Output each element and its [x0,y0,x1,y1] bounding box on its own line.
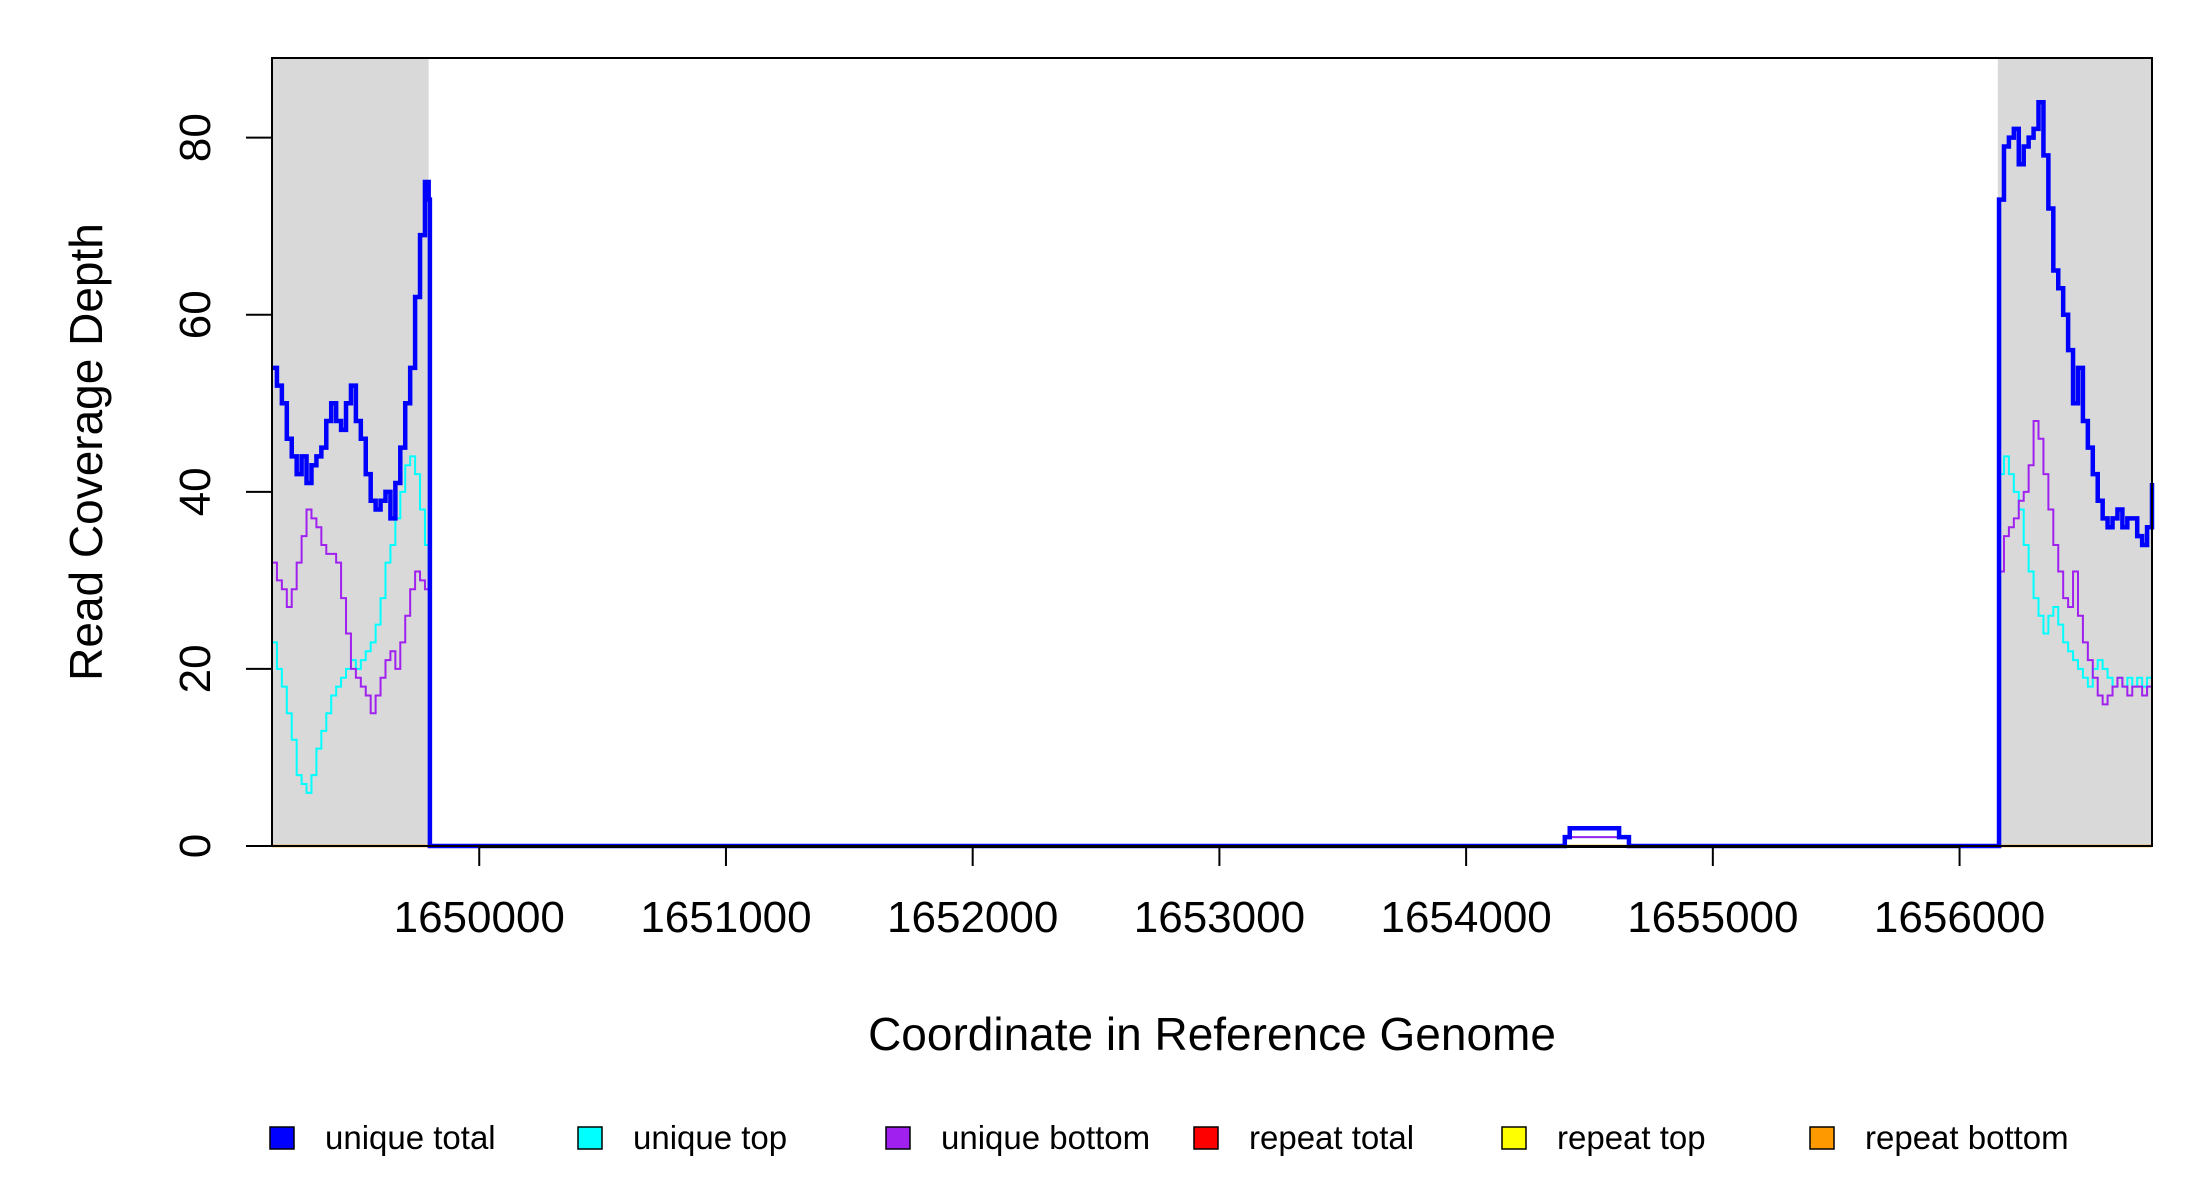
x-tick-label: 1653000 [1134,893,1305,942]
series-line-unique-top [272,455,2153,847]
y-tick-label: 0 [171,834,220,858]
shaded-regions [272,58,2152,846]
series-line-unique-total [272,100,2155,849]
y-tick-label: 60 [171,290,220,339]
legend-label: repeat total [1249,1119,1414,1156]
y-tick-label: 20 [171,644,220,693]
shaded-region [272,58,429,846]
x-tick-label: 1655000 [1627,893,1798,942]
y-axis: 0 20 40 60 80 [171,113,272,858]
y-axis-title: Read Coverage Depth [60,223,112,681]
shaded-region [1997,58,2152,846]
legend-swatch [885,1126,911,1150]
x-tick-label: 1656000 [1874,893,2045,942]
legend-swatch [269,1126,295,1150]
legend-label: repeat top [1557,1119,1706,1156]
legend-swatch [1809,1126,1835,1150]
legend-swatch [1193,1126,1219,1150]
legend-swatch [577,1126,603,1150]
series-lines [272,100,2155,849]
legend-label: unique total [325,1119,496,1156]
series-line-unique-bottom [272,420,2153,847]
y-tick-label: 80 [171,113,220,162]
x-tick-label: 1652000 [887,893,1058,942]
x-tick-label: 1650000 [394,893,565,942]
y-tick-label: 40 [171,467,220,516]
legend-label: unique top [633,1119,787,1156]
legend-label: repeat bottom [1865,1119,2069,1156]
x-axis-title: Coordinate in Reference Genome [868,1008,1556,1060]
legend: unique total unique top unique bottom repea… [269,1119,2069,1156]
legend-label: unique bottom [941,1119,1150,1156]
x-tick-label: 1654000 [1380,893,1551,942]
legend-swatch [1501,1126,1527,1150]
x-axis: 1650000 1651000 1652000 1653000 1654000 16550… [394,846,2045,942]
plot-frame [271,57,2153,847]
x-tick-label: 1651000 [640,893,811,942]
